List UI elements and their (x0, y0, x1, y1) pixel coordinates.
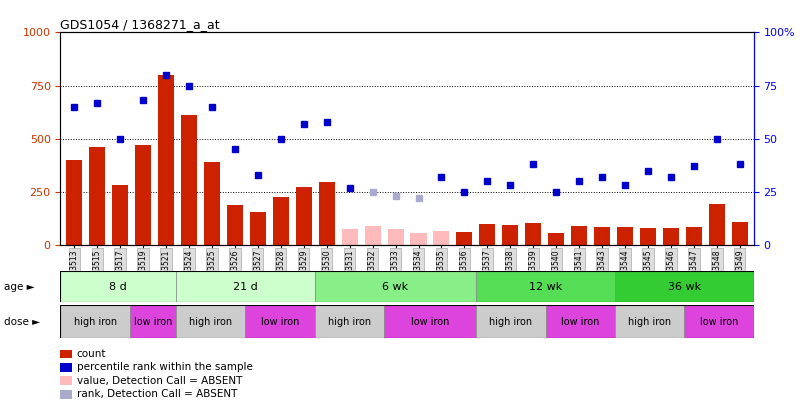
Text: high iron: high iron (328, 317, 371, 326)
Bar (226, 205, 243, 245)
Bar (526, 223, 542, 245)
Bar (410, 233, 426, 245)
Bar (456, 232, 472, 245)
Text: high iron: high iron (628, 317, 671, 326)
Text: 21 d: 21 d (233, 281, 258, 292)
Bar (158, 75, 174, 245)
Bar (112, 185, 128, 245)
Bar (314, 305, 384, 338)
Bar (388, 229, 404, 245)
Bar (181, 115, 197, 245)
Text: low iron: low iron (261, 317, 299, 326)
Bar (314, 271, 476, 302)
Bar (296, 187, 312, 245)
Text: low iron: low iron (561, 317, 600, 326)
Bar (732, 222, 748, 245)
Text: 12 wk: 12 wk (529, 281, 563, 292)
Bar (60, 271, 176, 302)
Bar (130, 305, 176, 338)
Bar (615, 271, 754, 302)
Text: 6 wk: 6 wk (382, 281, 409, 292)
Text: 36 wk: 36 wk (667, 281, 701, 292)
Text: low iron: low iron (700, 317, 738, 326)
Bar (89, 147, 106, 245)
Text: GDS1054 / 1368271_a_at: GDS1054 / 1368271_a_at (60, 18, 220, 31)
Bar (546, 305, 615, 338)
Bar (434, 231, 450, 245)
Text: low iron: low iron (134, 317, 172, 326)
Bar (476, 305, 546, 338)
Bar (640, 228, 656, 245)
Bar (615, 305, 684, 338)
Bar (684, 305, 754, 338)
Text: age ►: age ► (4, 281, 35, 292)
Bar (476, 271, 615, 302)
Bar (364, 226, 380, 245)
Bar (318, 182, 334, 245)
Text: 8 d: 8 d (110, 281, 127, 292)
Text: rank, Detection Call = ABSENT: rank, Detection Call = ABSENT (77, 389, 237, 399)
Text: high iron: high iron (73, 317, 117, 326)
Text: low iron: low iron (411, 317, 449, 326)
Bar (272, 197, 289, 245)
Text: value, Detection Call = ABSENT: value, Detection Call = ABSENT (77, 376, 242, 386)
Bar (250, 212, 266, 245)
Bar (686, 227, 702, 245)
Text: percentile rank within the sample: percentile rank within the sample (77, 362, 252, 372)
Bar (176, 305, 245, 338)
Text: high iron: high iron (189, 317, 232, 326)
Bar (663, 228, 679, 245)
Bar (548, 233, 564, 245)
Bar (384, 305, 476, 338)
Bar (204, 162, 220, 245)
Bar (342, 229, 358, 245)
Text: count: count (77, 349, 106, 359)
Text: high iron: high iron (489, 317, 533, 326)
Bar (571, 226, 588, 245)
Bar (60, 305, 130, 338)
Bar (135, 145, 151, 245)
Bar (594, 227, 610, 245)
Bar (708, 204, 725, 245)
Bar (502, 225, 518, 245)
Bar (480, 224, 496, 245)
Bar (617, 227, 633, 245)
Bar (245, 305, 314, 338)
Text: dose ►: dose ► (4, 317, 40, 326)
Bar (66, 160, 82, 245)
Bar (176, 271, 314, 302)
